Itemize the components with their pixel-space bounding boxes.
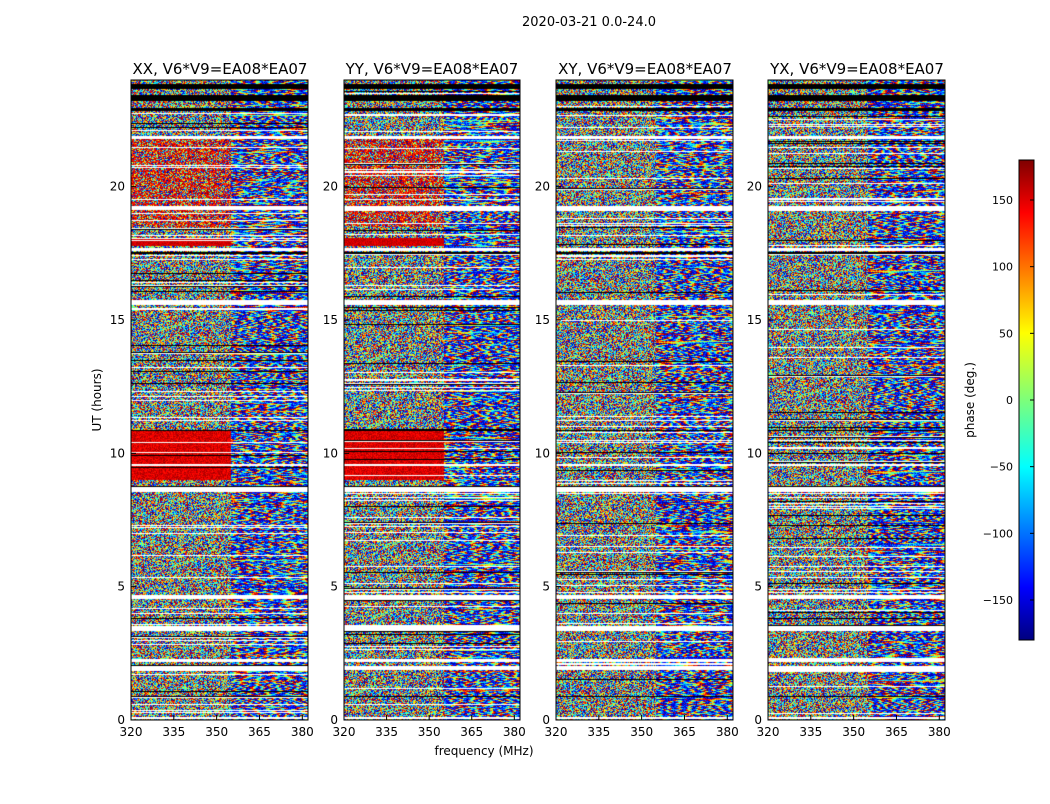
colorbar: 150 100 50 0 −50 −100 −150 phase (deg.) xyxy=(963,159,1035,641)
x-tick-label: 350 xyxy=(418,725,441,739)
y-tick-label: 5 xyxy=(754,580,762,594)
y-tick-label: 20 xyxy=(747,180,762,194)
x-tick-label: 320 xyxy=(545,725,568,739)
y-tick-label: 15 xyxy=(535,313,550,327)
colorbar-tick-label: 100 xyxy=(992,261,1013,274)
y-tick-label: 20 xyxy=(110,180,125,194)
x-tick-label: 380 xyxy=(503,725,526,739)
phase-heatmap-yx xyxy=(768,80,945,720)
y-tick-label: 15 xyxy=(110,313,125,327)
phase-heatmap-xx xyxy=(131,80,308,720)
x-tick-label: 335 xyxy=(799,725,822,739)
x-tick-label: 365 xyxy=(248,725,271,739)
y-tick-label: 15 xyxy=(747,313,762,327)
y-tick-label: 20 xyxy=(323,180,338,194)
x-tick-label: 335 xyxy=(587,725,610,739)
y-tick-label: 20 xyxy=(535,180,550,194)
x-ticks-yx: 320 335 350 365 380 xyxy=(757,715,951,739)
x-tick-label: 380 xyxy=(928,725,951,739)
y-tick-label: 5 xyxy=(117,580,125,594)
panel-title-yy: YY, V6*V9=EA08*EA07 xyxy=(345,60,519,78)
panel-title-xx: XX, V6*V9=EA08*EA07 xyxy=(133,60,308,78)
panel-xx: XX, V6*V9=EA08*EA07 320 335 350 365 380 0 5 10… xyxy=(110,60,314,739)
plot-frame-yx xyxy=(767,79,946,721)
y-ticks-yy: 0 5 10 15 20 xyxy=(323,180,349,727)
y-tick-label: 0 xyxy=(117,713,125,727)
colorbar-tick-label: 50 xyxy=(999,327,1013,340)
panel-yy: YY, V6*V9=EA08*EA07 320 335 350 365 380 0 5 10… xyxy=(323,60,526,739)
x-tick-label: 350 xyxy=(205,725,228,739)
y-tick-label: 0 xyxy=(542,713,550,727)
y-tick-label: 10 xyxy=(110,446,125,460)
x-tick-label: 320 xyxy=(757,725,780,739)
colorbar-tick-label: −100 xyxy=(983,527,1013,540)
x-tick-label: 320 xyxy=(333,725,356,739)
x-tick-label: 365 xyxy=(460,725,483,739)
x-tick-label: 380 xyxy=(716,725,739,739)
x-tick-label: 365 xyxy=(885,725,908,739)
x-ticks-xy: 320 335 350 365 380 xyxy=(545,715,739,739)
y-tick-label: 5 xyxy=(330,580,338,594)
figure-title: 2020-03-21 0.0-24.0 xyxy=(522,15,656,30)
y-ticks-yx: 0 5 10 15 20 xyxy=(747,180,773,727)
y-tick-label: 0 xyxy=(754,713,762,727)
colorbar-tick-label: −150 xyxy=(983,594,1013,607)
x-tick-label: 350 xyxy=(630,725,653,739)
x-tick-label: 335 xyxy=(162,725,185,739)
phase-heatmap-yy xyxy=(344,80,520,720)
y-tick-label: 10 xyxy=(535,446,550,460)
plot-frame-yy xyxy=(343,79,521,721)
y-tick-label: 10 xyxy=(747,446,762,460)
x-tick-label: 335 xyxy=(375,725,398,739)
colorbar-label: phase (deg.) xyxy=(963,362,977,438)
panel-yx: YX, V6*V9=EA08*EA07 320 335 350 365 380 0 5 10… xyxy=(747,60,951,739)
x-tick-label: 365 xyxy=(673,725,696,739)
colorbar-ticks: 150 100 50 0 −50 −100 −150 xyxy=(983,194,1034,607)
y-ticks-xy: 0 5 10 15 20 xyxy=(535,180,561,727)
x-axis-label: frequency (MHz) xyxy=(434,744,533,758)
x-tick-label: 380 xyxy=(291,725,314,739)
x-ticks-yy: 320 335 350 365 380 xyxy=(333,715,526,739)
x-tick-label: 350 xyxy=(842,725,865,739)
colorbar-tick-label: 0 xyxy=(1006,394,1013,407)
y-tick-label: 15 xyxy=(323,313,338,327)
plot-frame-xx xyxy=(130,79,309,721)
colorbar-tick-label: 150 xyxy=(992,194,1013,207)
y-ticks-xx: 0 5 10 15 20 xyxy=(110,180,136,727)
x-tick-label: 320 xyxy=(120,725,143,739)
panel-xy: XY, V6*V9=EA08*EA07 320 335 350 365 380 0 5 10… xyxy=(535,60,739,739)
panel-title-yx: YX, V6*V9=EA08*EA07 xyxy=(769,60,944,78)
plot-frame-xy xyxy=(555,79,734,721)
y-tick-label: 0 xyxy=(330,713,338,727)
x-ticks-xx: 320 335 350 365 380 xyxy=(120,715,314,739)
y-axis-label: UT (hours) xyxy=(90,368,104,431)
panel-title-xy: XY, V6*V9=EA08*EA07 xyxy=(558,60,732,78)
y-tick-label: 10 xyxy=(323,446,338,460)
colorbar-tick-label: −50 xyxy=(990,461,1013,474)
y-tick-label: 5 xyxy=(542,580,550,594)
phase-heatmap-xy xyxy=(556,80,733,720)
